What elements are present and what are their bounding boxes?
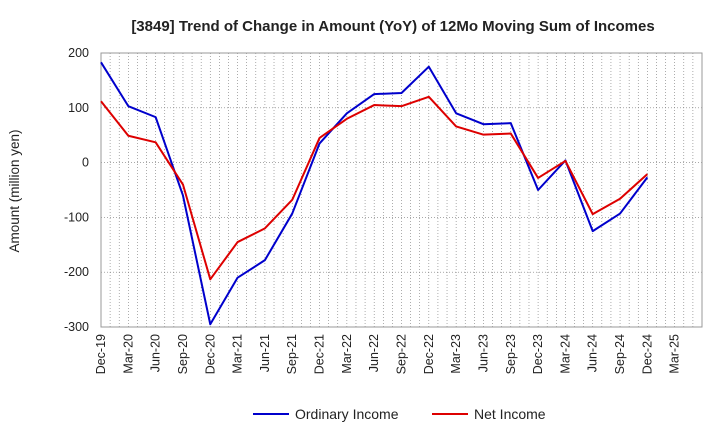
x-tick-label: Mar-23 — [449, 334, 463, 374]
series-line-net-income — [100, 95, 649, 281]
gridlines — [100, 52, 703, 328]
x-tick-label: Mar-22 — [340, 334, 354, 374]
chart-title: [3849] Trend of Change in Amount (YoY) o… — [131, 18, 654, 35]
x-tick-label: Jun-24 — [586, 334, 600, 372]
legend-label-ordinary-income: Ordinary Income — [295, 406, 399, 422]
y-tick-label: -300 — [64, 320, 89, 334]
y-tick-label: 0 — [82, 156, 89, 170]
x-tick-label: Mar-24 — [558, 334, 572, 374]
x-tick-label: Sep-23 — [504, 334, 518, 374]
x-tick-label: Sep-22 — [395, 334, 409, 374]
x-tick-label: Sep-24 — [613, 334, 627, 374]
y-axis-label: Amount (million yen) — [7, 129, 22, 252]
x-tick-label: Dec-23 — [531, 334, 545, 374]
x-tick-label: Jun-21 — [258, 334, 272, 372]
y-tick-label: 100 — [68, 101, 89, 115]
x-tick-label: Sep-21 — [285, 334, 299, 374]
x-tick-label: Jun-23 — [476, 334, 490, 372]
y-tick-label: 200 — [68, 46, 89, 60]
x-tick-label: Dec-20 — [203, 334, 217, 374]
x-tick-label: Jun-22 — [367, 334, 381, 372]
series-line-ordinary-income — [100, 61, 649, 326]
legend: Ordinary Income Net Income — [253, 406, 546, 422]
x-tick-label: Jun-20 — [149, 334, 163, 372]
x-tick-label: Dec-22 — [422, 334, 436, 374]
legend-label-net-income: Net Income — [474, 406, 546, 422]
x-tick-label: Dec-24 — [640, 334, 654, 374]
series-lines — [100, 61, 649, 326]
x-tick-label: Dec-21 — [313, 334, 327, 374]
x-tick-label: Dec-19 — [94, 334, 108, 374]
x-tick-label: Mar-21 — [231, 334, 245, 374]
x-axis-ticks: Dec-19 Mar-20 Jun-20 Sep-20 Dec-20 Mar-21 Jun-… — [94, 334, 682, 374]
x-tick-label: Mar-20 — [121, 334, 135, 374]
y-tick-label: -200 — [64, 265, 89, 279]
x-tick-label: Mar-25 — [668, 334, 682, 374]
plot-area-frame — [100, 52, 703, 328]
y-axis-ticks: 200 100 0 -100 -200 -300 — [64, 46, 89, 334]
x-tick-label: Sep-20 — [176, 334, 190, 374]
y-tick-label: -100 — [64, 210, 89, 224]
